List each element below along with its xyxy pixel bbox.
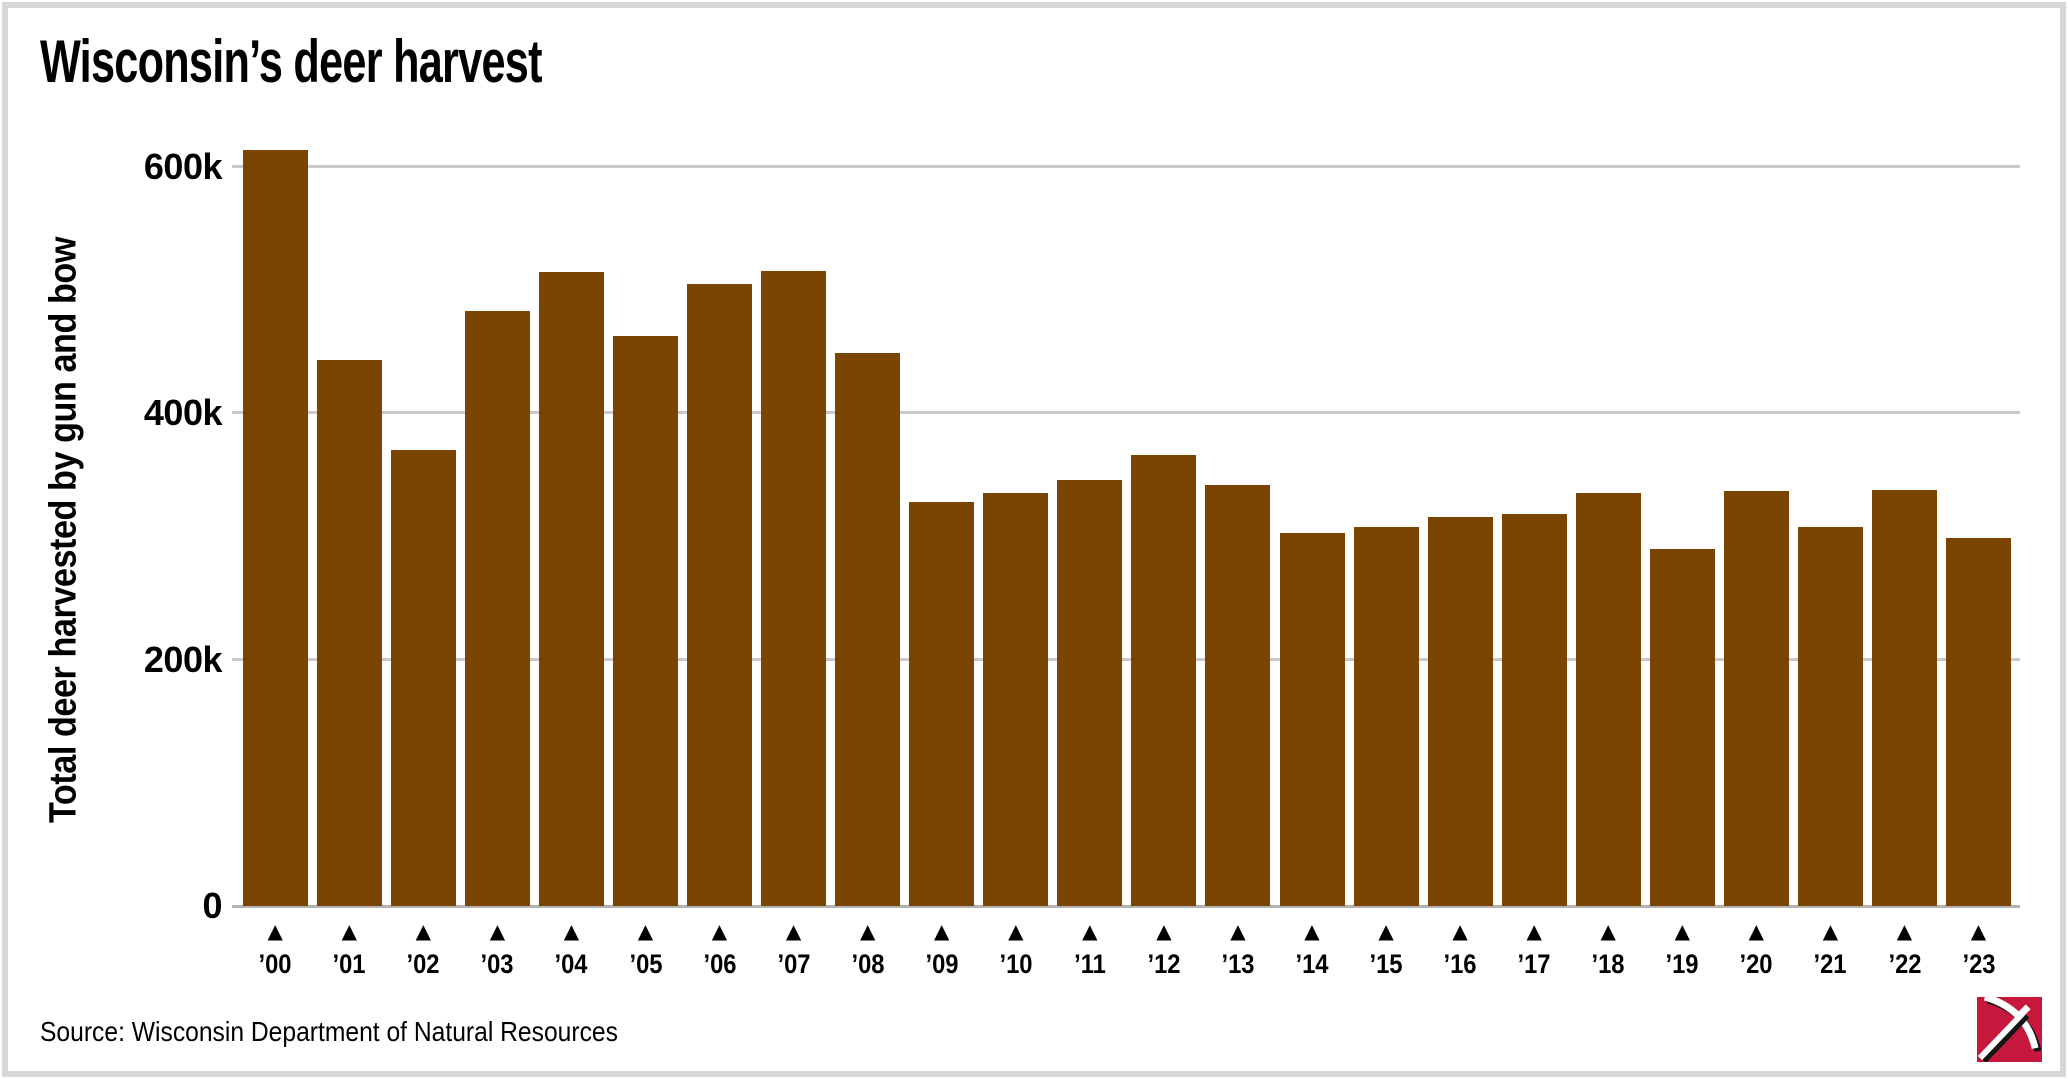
bar-’03 [464, 311, 530, 906]
x-tick-marker: ▲ [1156, 919, 1172, 943]
x-tick-marker: ▲ [637, 919, 654, 943]
x-tick-marker: ▲ [1378, 919, 1394, 943]
x-tick-marker: ▲ [933, 919, 950, 943]
x-tick-marker: ▲ [563, 919, 580, 943]
bar-’02 [390, 450, 456, 906]
gridline-600k [232, 165, 2020, 168]
bar-’08 [835, 353, 901, 906]
bar-’00 [242, 149, 308, 906]
x-tick-label: ’03 [480, 949, 514, 979]
pickaxe-handle-tip [2017, 1004, 2031, 1018]
x-tick-marker: ▲ [267, 919, 283, 943]
pickaxe-handle [1977, 1010, 2026, 1061]
x-tick-label: ’12 [1147, 949, 1181, 979]
bar-’07 [761, 270, 827, 906]
bar-’09 [909, 502, 975, 906]
x-tick-label: ’04 [554, 949, 588, 979]
x-tick-label: ’08 [851, 949, 885, 979]
y-tick-label-600k: 600k [143, 146, 223, 187]
x-tick-label: ’00 [258, 949, 292, 979]
bar-’12 [1131, 455, 1197, 906]
x-tick-marker: ▲ [1674, 919, 1690, 943]
gridline-400k [232, 411, 2020, 414]
x-tick-label: ’06 [702, 949, 737, 979]
bar-’13 [1205, 484, 1271, 906]
x-tick-label: ’18 [1591, 949, 1625, 979]
x-tick-label: ’13 [1221, 949, 1255, 979]
x-tick-label: ’16 [1443, 949, 1477, 979]
x-tick-marker: ▲ [1008, 919, 1024, 943]
y-tick-label-400k: 400k [143, 392, 223, 433]
x-tick-marker: ▲ [1896, 919, 1913, 943]
x-tick-label: ’09 [925, 949, 959, 979]
x-tick-label: ’20 [1739, 949, 1773, 979]
bar-’16 [1427, 516, 1493, 906]
x-tick-marker: ▲ [1304, 919, 1320, 943]
x-tick-label: ’22 [1887, 949, 1922, 979]
x-tick-marker: ▲ [1970, 919, 1987, 943]
x-tick-label: ’05 [628, 949, 663, 979]
x-axis-baseline [232, 905, 2020, 908]
x-tick-marker: ▲ [341, 919, 357, 943]
bar-’18 [1575, 493, 1641, 906]
bar-’10 [983, 493, 1049, 906]
x-tick-marker: ▲ [1748, 919, 1764, 943]
y-tick-label-200k: 200k [143, 639, 223, 680]
bar-’04 [538, 271, 604, 906]
bar-’19 [1649, 548, 1715, 906]
bar-’14 [1279, 532, 1345, 906]
chart-title: Wisconsin’s deer harvest [40, 28, 542, 95]
x-tick-label: ’15 [1369, 949, 1403, 979]
x-tick-label: ’14 [1295, 949, 1329, 979]
bar-’11 [1057, 479, 1123, 906]
x-tick-label: ’10 [999, 949, 1033, 979]
x-tick-marker: ▲ [1822, 919, 1839, 943]
x-tick-marker: ▲ [711, 919, 728, 943]
x-tick-marker: ▲ [1452, 919, 1468, 943]
x-tick-marker: ▲ [785, 919, 802, 943]
x-tick-label: ’19 [1665, 949, 1699, 979]
x-tick-marker: ▲ [489, 919, 506, 943]
bar-’06 [687, 284, 752, 906]
bar-’23 [1946, 537, 2011, 906]
x-tick-marker: ▲ [859, 919, 876, 943]
x-tick-label: ’17 [1517, 949, 1551, 979]
bar-’15 [1353, 526, 1419, 906]
x-tick-label: ’11 [1073, 949, 1106, 979]
pickaxe-logo [1977, 997, 2042, 1062]
x-tick-label: ’02 [406, 949, 440, 979]
x-tick-marker: ▲ [1082, 919, 1098, 943]
x-tick-label: ’21 [1813, 949, 1847, 979]
source-note: Source: Wisconsin Department of Natural … [40, 1016, 618, 1047]
x-tick-marker: ▲ [1526, 919, 1542, 943]
x-tick-marker: ▲ [1600, 919, 1616, 943]
y-tick-label-0: 0 [202, 885, 222, 926]
bar-’01 [316, 360, 382, 906]
bar-’05 [613, 335, 678, 906]
bar-’17 [1501, 514, 1567, 906]
x-tick-label: ’01 [332, 949, 366, 979]
bar-’21 [1797, 526, 1863, 906]
x-tick-label: ’07 [777, 949, 811, 979]
x-tick-marker: ▲ [415, 919, 431, 943]
x-tick-marker: ▲ [1230, 919, 1246, 943]
bar-’22 [1872, 489, 1937, 906]
x-tick-label: ’23 [1961, 949, 1996, 979]
gridline-200k [232, 658, 2020, 661]
pickaxe-handle-shadow [1981, 1013, 2030, 1062]
bar-’20 [1723, 490, 1789, 906]
